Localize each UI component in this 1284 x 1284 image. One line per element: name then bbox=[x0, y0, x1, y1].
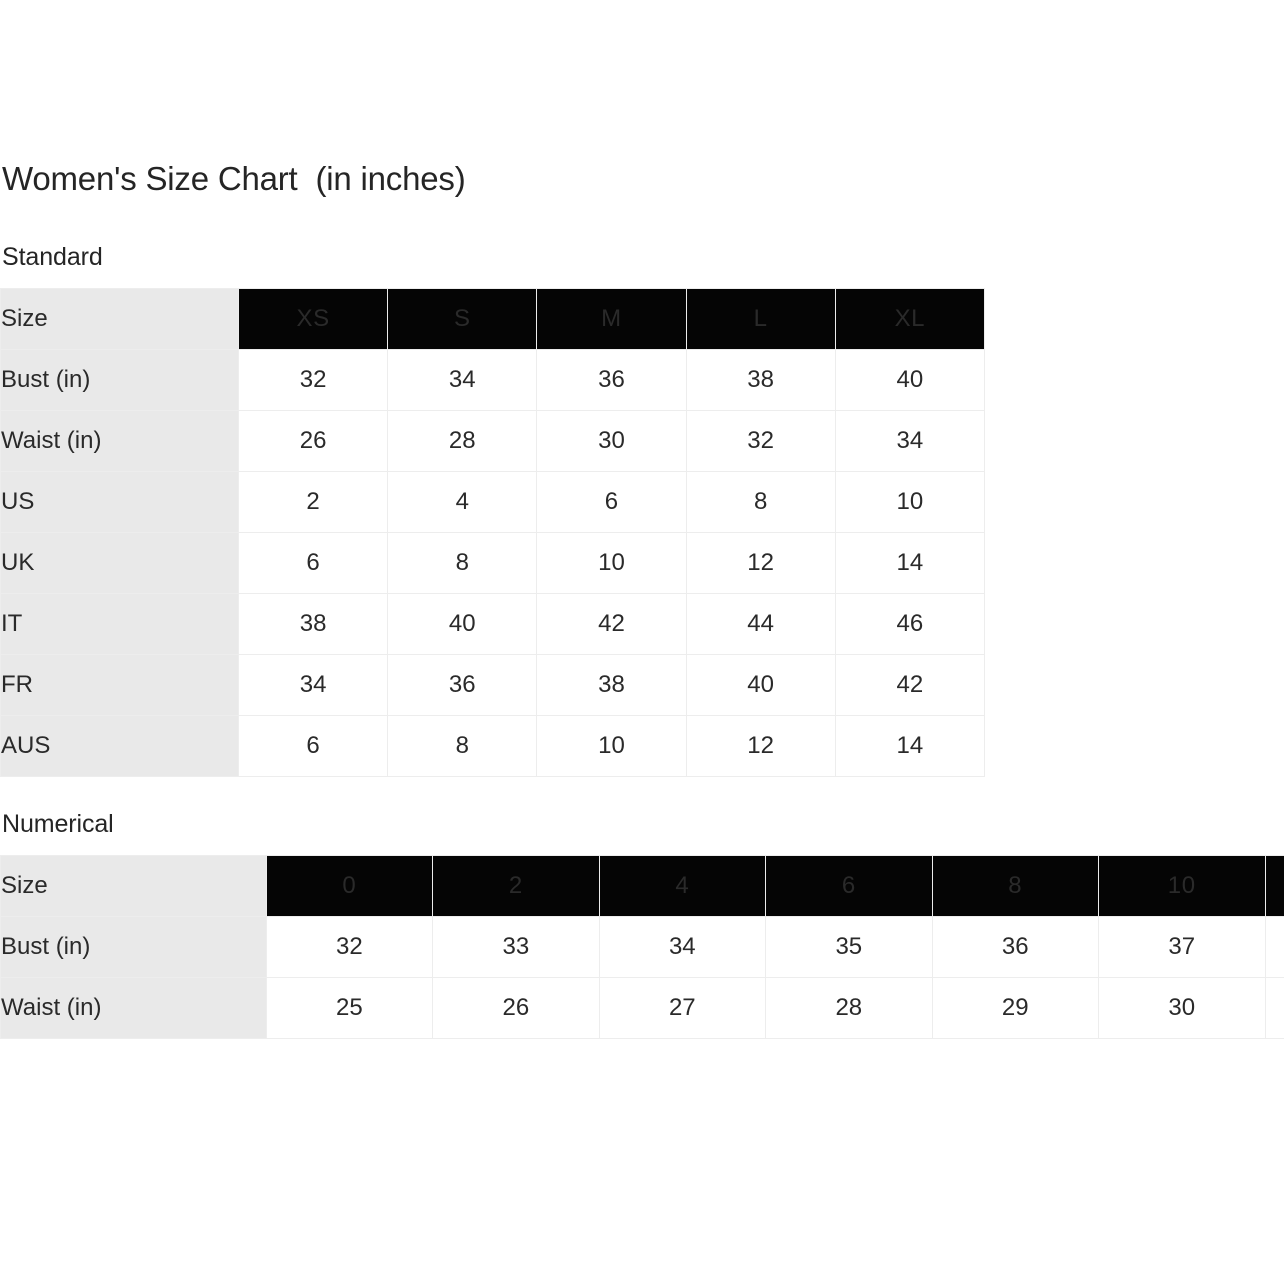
cell-uk-s: 8 bbox=[387, 532, 538, 594]
cell-uk-xs: 6 bbox=[237, 532, 389, 594]
table-header-row: Size 0 2 4 6 8 10 12 bbox=[0, 855, 1284, 917]
cell-aus-s: 8 bbox=[387, 715, 538, 777]
cell-waist-xs: 26 bbox=[237, 410, 389, 472]
column-header-2: 2 bbox=[432, 855, 600, 917]
cell-waist-num-0: 25 bbox=[265, 977, 434, 1039]
cell-bust-s: 34 bbox=[387, 349, 538, 411]
table-row: UK 6 8 10 12 14 bbox=[0, 532, 985, 594]
cell-fr-l: 40 bbox=[685, 654, 836, 716]
cell-aus-m: 10 bbox=[536, 715, 687, 777]
cell-waist-num-12: 31 bbox=[1264, 977, 1284, 1039]
column-header-10: 10 bbox=[1098, 855, 1266, 917]
table-row: FR 34 36 38 40 42 bbox=[0, 654, 985, 716]
cell-waist-num-10: 30 bbox=[1098, 977, 1266, 1039]
column-header-s: S bbox=[387, 288, 538, 350]
table-row: Waist (in) 26 28 30 32 34 bbox=[0, 410, 985, 472]
cell-aus-l: 12 bbox=[685, 715, 836, 777]
standard-size-table: Size XS S M L XL Bust (in) 32 34 36 38 4… bbox=[0, 288, 985, 777]
column-header-6: 6 bbox=[765, 855, 933, 917]
cell-bust-num-2: 33 bbox=[432, 916, 600, 978]
cell-us-m: 6 bbox=[536, 471, 687, 533]
cell-it-m: 42 bbox=[536, 593, 687, 655]
table-row: Bust (in) 32 33 34 35 36 37 38 bbox=[0, 916, 1284, 978]
cell-bust-l: 38 bbox=[685, 349, 836, 411]
cell-fr-xs: 34 bbox=[237, 654, 389, 716]
cell-bust-num-0: 32 bbox=[265, 916, 434, 978]
table-row: Waist (in) 25 26 27 28 29 30 31 bbox=[0, 977, 1284, 1039]
column-header-12: 12 bbox=[1264, 855, 1284, 917]
cell-bust-xl: 40 bbox=[834, 349, 985, 411]
cell-aus-xl: 14 bbox=[834, 715, 985, 777]
cell-fr-s: 36 bbox=[387, 654, 538, 716]
cell-waist-s: 28 bbox=[387, 410, 538, 472]
cell-bust-num-12: 38 bbox=[1264, 916, 1284, 978]
cell-it-s: 40 bbox=[387, 593, 538, 655]
column-header-l: L bbox=[685, 288, 836, 350]
cell-bust-num-8: 36 bbox=[931, 916, 1100, 978]
table-row: Bust (in) 32 34 36 38 40 bbox=[0, 349, 985, 411]
cell-waist-num-2: 26 bbox=[432, 977, 600, 1039]
section-caption-numerical: Numerical bbox=[2, 810, 114, 838]
cell-waist-l: 32 bbox=[685, 410, 836, 472]
column-header-0: 0 bbox=[265, 855, 434, 917]
column-header-4: 4 bbox=[598, 855, 767, 917]
cell-bust-num-10: 37 bbox=[1098, 916, 1266, 978]
cell-us-xs: 2 bbox=[237, 471, 389, 533]
cell-waist-m: 30 bbox=[536, 410, 687, 472]
page-title: Women's Size Chart (in inches) bbox=[2, 160, 466, 197]
row-label-fr: FR bbox=[0, 654, 239, 716]
row-label-waist: Waist (in) bbox=[0, 410, 239, 472]
cell-waist-xl: 34 bbox=[834, 410, 985, 472]
cell-bust-xs: 32 bbox=[237, 349, 389, 411]
cell-waist-num-6: 28 bbox=[765, 977, 933, 1039]
column-header-m: M bbox=[536, 288, 687, 350]
cell-us-s: 4 bbox=[387, 471, 538, 533]
table-row: AUS 6 8 10 12 14 bbox=[0, 715, 985, 777]
cell-fr-xl: 42 bbox=[834, 654, 985, 716]
cell-uk-l: 12 bbox=[685, 532, 836, 594]
table-row: US 2 4 6 8 10 bbox=[0, 471, 985, 533]
row-label-aus: AUS bbox=[0, 715, 239, 777]
cell-us-l: 8 bbox=[685, 471, 836, 533]
section-caption-standard: Standard bbox=[2, 243, 103, 271]
cell-bust-num-6: 35 bbox=[765, 916, 933, 978]
numerical-size-table: Size 0 2 4 6 8 10 12 Bust (in) 32 33 34 … bbox=[0, 855, 1284, 1039]
column-header-8: 8 bbox=[931, 855, 1100, 917]
column-header-xs: XS bbox=[237, 288, 389, 350]
table-row: IT 38 40 42 44 46 bbox=[0, 593, 985, 655]
header-size-label: Size bbox=[0, 288, 239, 350]
header-size-label-numerical: Size bbox=[0, 855, 267, 917]
row-label-uk: UK bbox=[0, 532, 239, 594]
cell-fr-m: 38 bbox=[536, 654, 687, 716]
row-label-it: IT bbox=[0, 593, 239, 655]
cell-bust-m: 36 bbox=[536, 349, 687, 411]
cell-it-l: 44 bbox=[685, 593, 836, 655]
table-header-row: Size XS S M L XL bbox=[0, 288, 985, 350]
cell-it-xs: 38 bbox=[237, 593, 389, 655]
cell-aus-xs: 6 bbox=[237, 715, 389, 777]
row-label-bust-numerical: Bust (in) bbox=[0, 916, 267, 978]
cell-uk-xl: 14 bbox=[834, 532, 985, 594]
cell-bust-num-4: 34 bbox=[598, 916, 767, 978]
cell-it-xl: 46 bbox=[834, 593, 985, 655]
column-header-xl: XL bbox=[834, 288, 985, 350]
cell-uk-m: 10 bbox=[536, 532, 687, 594]
row-label-waist-numerical: Waist (in) bbox=[0, 977, 267, 1039]
cell-waist-num-8: 29 bbox=[931, 977, 1100, 1039]
row-label-us: US bbox=[0, 471, 239, 533]
row-label-bust: Bust (in) bbox=[0, 349, 239, 411]
cell-us-xl: 10 bbox=[834, 471, 985, 533]
cell-waist-num-4: 27 bbox=[598, 977, 767, 1039]
